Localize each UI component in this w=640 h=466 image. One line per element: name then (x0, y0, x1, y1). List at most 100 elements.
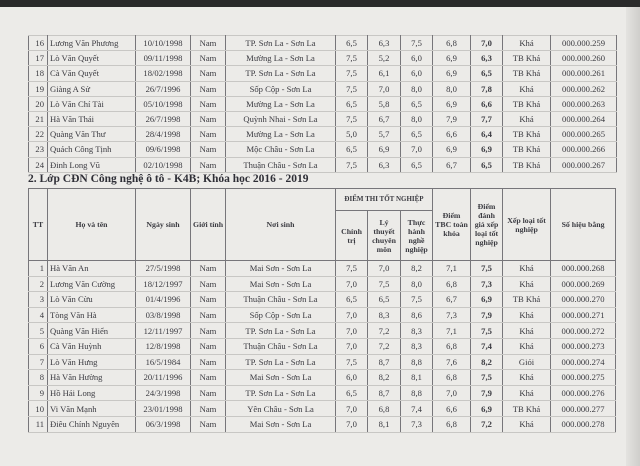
cell-birthplace: Thuận Châu - Sơn La (225, 291, 336, 308)
cell-avg: 6,6 (432, 126, 471, 143)
cell-theory: 7,2 (367, 337, 401, 355)
cell-gender: Nam (190, 384, 226, 402)
cell-politics: 6,5 (335, 141, 368, 158)
cell-dob: 16/5/1984 (135, 353, 191, 371)
cell-birthplace: Thuận Châu - Sơn La (225, 337, 336, 355)
cell-gender: Nam (190, 80, 226, 97)
cell-practice: 6,5 (400, 126, 433, 143)
cell-cert: 000.000.268 (550, 260, 617, 277)
cell-birthplace: Mường La - Sơn La (225, 50, 336, 67)
cell-avg: 6,8 (432, 369, 472, 386)
cell-theory: 6,7 (367, 110, 401, 128)
cell-avg: 7,0 (432, 384, 472, 402)
cell-avg: 7,1 (432, 260, 472, 277)
cell-avg: 6,7 (432, 291, 472, 308)
cell-rank: TB Khá (502, 291, 552, 308)
cell-theory: 5,7 (367, 126, 401, 143)
cell-practice: 7,4 (399, 400, 434, 417)
cell-eval: 6,6 (470, 95, 503, 112)
cell-practice: 8,0 (400, 110, 433, 128)
cell-name: Quách Công Tịnh (47, 141, 136, 158)
cell-birthplace: TP. Sơn La - Sơn La (225, 322, 336, 339)
table-row: 24 Đinh Long Vũ 02/10/1998 Nam Thuận Châu - … (28, 156, 617, 173)
cell-politics: 7,0 (335, 322, 368, 339)
cell-rank: TB Khá (502, 65, 551, 82)
table-row: 23 Quách Công Tịnh 09/6/1998 Nam Mộc Châu - … (28, 141, 617, 158)
header-dob: Ngày sinh (135, 188, 191, 261)
cell-dob: 18/12/1997 (135, 275, 191, 293)
cell-cert: 000.000.275 (550, 369, 617, 386)
cell-avg: 6,8 (432, 337, 472, 355)
cell-name: Tòng Văn Hà (47, 306, 136, 324)
cell-dob: 10/10/1998 (135, 34, 191, 52)
cell-eval: 7,7 (470, 110, 503, 128)
cell-practice: 8,0 (399, 275, 434, 293)
cell-theory: 6,3 (367, 34, 401, 52)
cell-gender: Nam (190, 260, 226, 277)
cell-theory: 6,1 (367, 65, 401, 82)
cell-practice: 6,5 (400, 95, 433, 112)
cell-gender: Nam (190, 95, 226, 112)
cell-dob: 26/7/1998 (135, 110, 191, 128)
cell-dob: 28/4/1998 (135, 126, 191, 143)
cell-politics: 7,5 (335, 353, 368, 371)
cell-cert: 000.000.264 (550, 110, 617, 128)
cell-dob: 09/6/1998 (135, 141, 191, 158)
cell-eval: 7,5 (470, 369, 504, 386)
cell-avg: 6,6 (432, 400, 472, 417)
cell-eval: 6,4 (470, 126, 503, 143)
cell-gender: Nam (190, 415, 226, 433)
cell-rank: Khá (502, 384, 552, 402)
cell-birthplace: Sốp Cộp - Sơn La (225, 80, 336, 97)
cell-eval: 7,0 (470, 34, 503, 52)
table-row: 10 Vi Văn Mạnh 23/01/1998 Nam Yên Châu - Sơn… (28, 400, 617, 417)
cell-avg: 6,9 (432, 50, 471, 67)
cell-eval: 7,8 (470, 80, 503, 97)
cell-dob: 26/7/1996 (135, 80, 191, 97)
cell-rank: Khá (502, 80, 551, 97)
cell-name: Lò Văn Chí Tài (47, 95, 136, 112)
cell-avg: 7,9 (432, 110, 471, 128)
cell-rank: TB Khá (502, 156, 551, 173)
cell-theory: 8,1 (367, 415, 401, 433)
cell-rank: Khá (502, 415, 552, 433)
cell-eval: 6,3 (470, 50, 503, 67)
cell-tt: 18 (28, 65, 48, 82)
cell-name: Hà Văn An (47, 260, 136, 277)
cell-dob: 05/10/1998 (135, 95, 191, 112)
cell-dob: 06/3/1998 (135, 415, 191, 433)
page-shadow (626, 7, 640, 466)
table-row: 7 Lò Văn Hưng 16/5/1984 Nam TP. Sơn La - Sơn… (28, 353, 617, 371)
cell-practice: 8,0 (400, 80, 433, 97)
cell-theory: 7,2 (367, 322, 401, 339)
cell-practice: 8,3 (399, 322, 434, 339)
cell-name: Hà Văn Hường (47, 369, 136, 386)
cell-gender: Nam (190, 337, 226, 355)
header-tt: TT (28, 188, 48, 261)
cell-gender: Nam (190, 322, 226, 339)
cell-rank: TB Khá (502, 50, 551, 67)
cell-theory: 6,3 (367, 156, 401, 173)
cell-name: Lò Văn Hưng (47, 353, 136, 371)
cell-avg: 6,8 (432, 415, 472, 433)
cell-tt: 6 (28, 337, 48, 355)
table-row: 1 Hà Văn An 27/5/1998 Nam Mai Sơn - Sơn La 7,… (28, 260, 617, 277)
cell-name: Quàng Văn Thư (47, 126, 136, 143)
graduates-table-continued: 16 Lương Văn Phương 10/10/1998 Nam TP. Sơn L… (28, 34, 617, 173)
cell-birthplace: Mường La - Sơn La (225, 95, 336, 112)
cell-tt: 7 (28, 353, 48, 371)
cell-birthplace: TP. Sơn La - Sơn La (225, 353, 336, 371)
cell-practice: 6,0 (400, 50, 433, 67)
cell-practice: 8,1 (399, 369, 434, 386)
cell-tt: 21 (28, 110, 48, 128)
cell-theory: 5,8 (367, 95, 401, 112)
table-row: 11 Điêu Chính Nguyên 06/3/1998 Nam Mai Sơn -… (28, 415, 617, 433)
table-row: 18 Cà Văn Quyết 18/02/1998 Nam TP. Sơn La - … (28, 65, 617, 82)
cell-politics: 7,0 (335, 337, 368, 355)
header-theory: Lý thuyết chuyên môn (367, 210, 401, 261)
cell-cert: 000.000.274 (550, 353, 617, 371)
cell-dob: 03/8/1998 (135, 306, 191, 324)
cell-gender: Nam (190, 369, 226, 386)
cell-dob: 02/10/1998 (135, 156, 191, 173)
cell-practice: 8,8 (399, 353, 434, 371)
